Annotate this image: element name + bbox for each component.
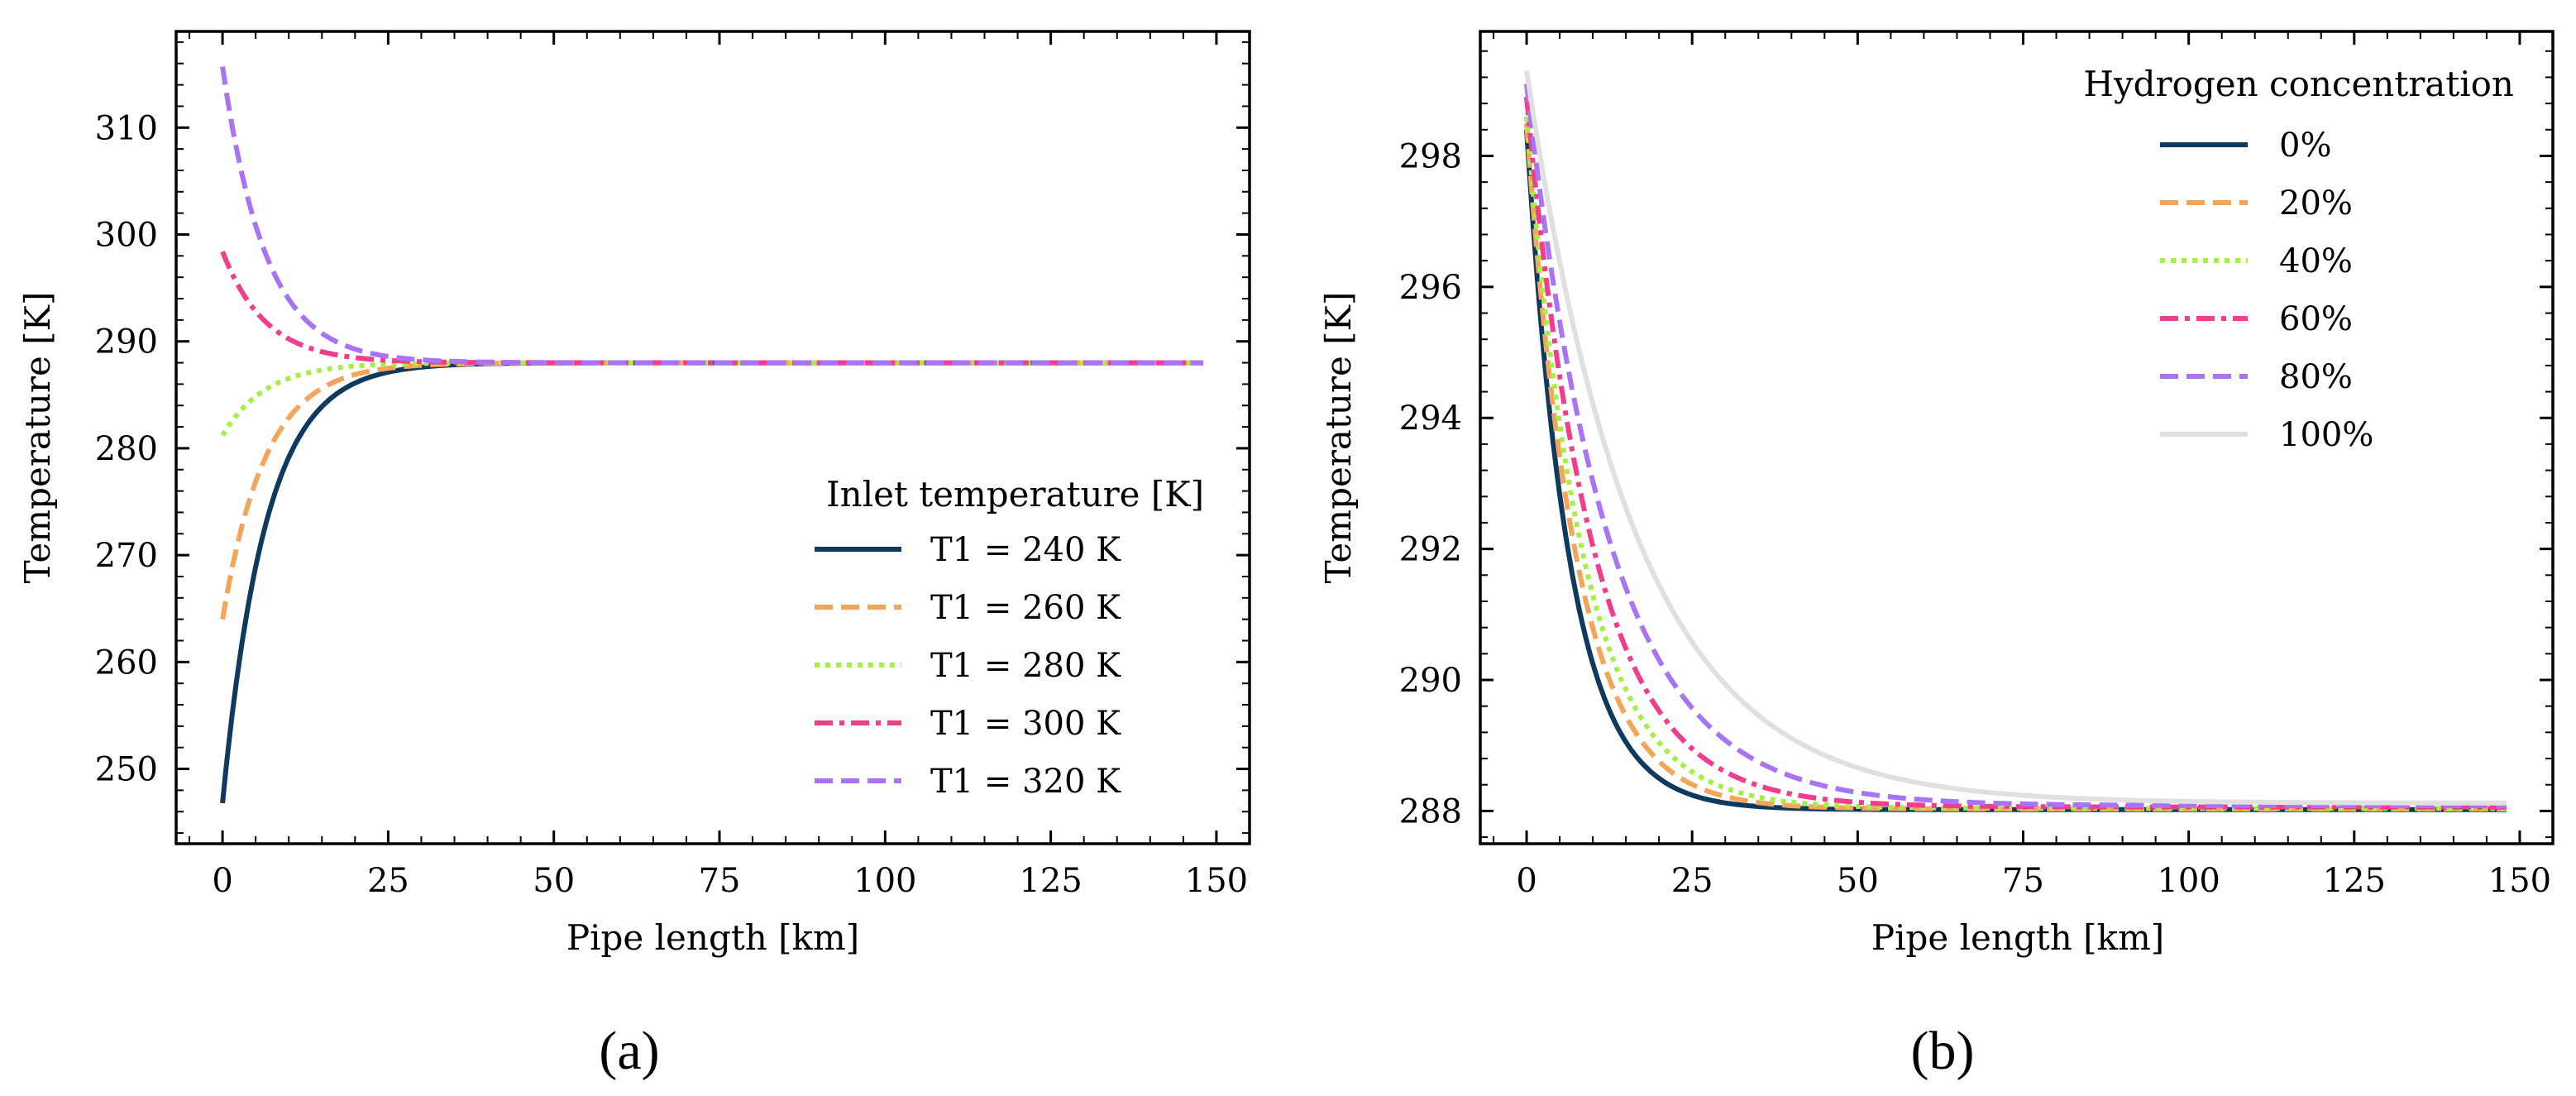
panel-a-xlabel: Pipe length [km] (566, 917, 859, 958)
x-tick-label: 0 (1516, 862, 1537, 900)
x-tick-label: 25 (1671, 862, 1713, 900)
panel-a-axes-frame (174, 30, 1251, 845)
panel-b: 0 25 50 75 100 125 150 288 290 292 294 296 298 Pipe … (1318, 30, 2554, 1081)
panel-b-ticks: 0 25 50 75 100 125 150 288 290 292 294 296 298 (1399, 31, 2554, 900)
panel-a-series-line (220, 251, 1203, 366)
legend-label: 40% (2279, 242, 2353, 280)
panel-a-series-group (220, 66, 1203, 804)
y-tick-label: 296 (1399, 269, 1462, 307)
panel-a-legend-entries: T1 = 240 K T1 = 260 K T1 = 280 K T1 = 300 K… (815, 531, 1121, 801)
x-tick-label: 50 (1837, 862, 1879, 900)
panel-b-legend: Hydrogen concentration 0% 20% 40% 60% 80% 100… (2083, 64, 2514, 454)
legend-label: 60% (2279, 300, 2353, 338)
y-tick-label: 250 (95, 751, 158, 789)
panel-a-label: (a) (599, 1021, 659, 1081)
legend-label: T1 = 240 K (930, 531, 1121, 569)
y-tick-label: 290 (95, 323, 158, 361)
x-tick-label: 125 (2323, 862, 2386, 900)
panel-b-series-line (1524, 84, 2507, 809)
y-tick-label: 290 (1399, 662, 1462, 700)
legend-label: T1 = 300 K (930, 705, 1121, 743)
panel-a-series-line (220, 360, 1203, 437)
y-tick-label: 292 (1399, 531, 1462, 569)
legend-label: 100% (2279, 416, 2373, 454)
panel-b-axes-frame (1479, 30, 2554, 845)
x-tick-label: 150 (1185, 862, 1248, 900)
panel-b-legend-title: Hydrogen concentration (2083, 64, 2514, 104)
legend-label: T1 = 320 K (930, 763, 1121, 801)
panel-a-legend-title: Inlet temperature [K] (826, 474, 1204, 514)
panel-a-ticks: 0 25 50 75 100 125 150 250 260 270 280 290 300 310 (95, 31, 1250, 900)
y-tick-label: 288 (1399, 792, 1462, 830)
x-tick-label: 50 (533, 862, 575, 900)
panel-b-label: (b) (1911, 1021, 1975, 1081)
panel-a-series-line (220, 66, 1203, 366)
y-tick-label: 300 (95, 217, 158, 255)
panel-a-legend: Inlet temperature [K] T1 = 240 K T1 = 260… (815, 474, 1204, 801)
panel-b-legend-entries: 0% 20% 40% 60% 80% 100% (2160, 127, 2373, 454)
y-tick-label: 310 (95, 109, 158, 147)
panel-b-series-line (1524, 116, 2507, 811)
legend-label: T1 = 280 K (930, 647, 1121, 685)
x-tick-label: 75 (2002, 862, 2044, 900)
x-tick-label: 25 (367, 862, 409, 900)
legend-label: 0% (2279, 127, 2331, 165)
panel-b-series-line (1524, 96, 2507, 810)
panel-b-series-line (1524, 70, 2507, 806)
panel-b-xlabel: Pipe length [km] (1871, 917, 2164, 958)
legend-label: 80% (2279, 358, 2353, 396)
panel-b-series-group (1524, 70, 2507, 812)
x-tick-label: 100 (853, 862, 916, 900)
legend-label: T1 = 260 K (930, 589, 1121, 627)
x-tick-label: 125 (1019, 862, 1082, 900)
y-tick-label: 294 (1399, 400, 1462, 438)
y-tick-label: 280 (95, 430, 158, 468)
panel-b-series-line (1524, 122, 2507, 811)
panel-b-ylabel: Temperature [K] (1318, 292, 1359, 584)
panel-a-ylabel: Temperature [K] (17, 292, 58, 584)
panel-a: 0 25 50 75 100 125 150 250 260 270 280 290 300 310 Pi… (17, 30, 1251, 1081)
panel-b-series-line (1524, 129, 2507, 812)
y-tick-label: 298 (1399, 137, 1462, 175)
legend-label: 20% (2279, 184, 2353, 223)
x-tick-label: 100 (2157, 862, 2220, 900)
y-tick-label: 270 (95, 537, 158, 575)
x-tick-label: 0 (212, 862, 232, 900)
x-tick-label: 75 (699, 862, 741, 900)
y-tick-label: 260 (95, 644, 158, 682)
x-tick-label: 150 (2488, 862, 2551, 900)
